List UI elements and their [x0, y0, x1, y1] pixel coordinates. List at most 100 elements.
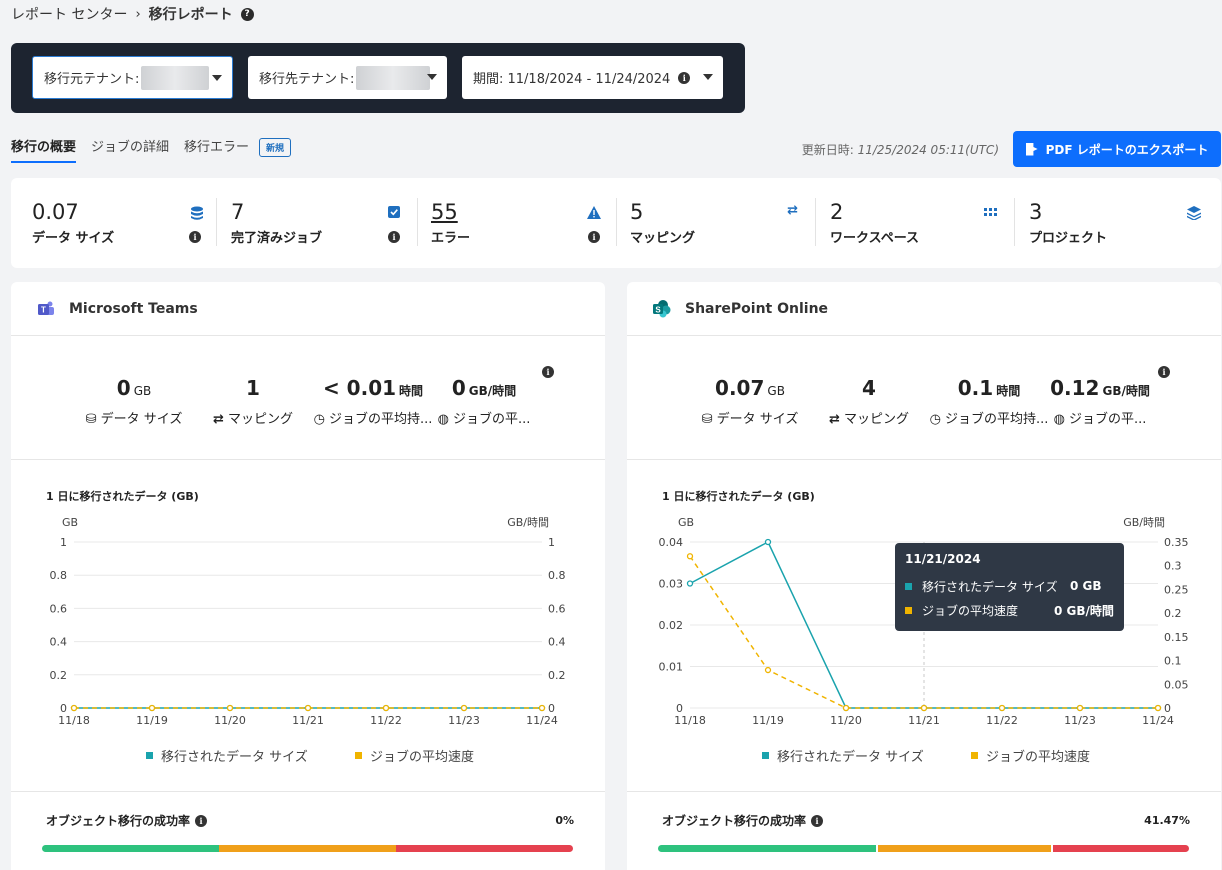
chart-legend-item[interactable]: 移行されたデータ サイズ	[762, 746, 924, 765]
arrows-icon: ⇄	[213, 412, 224, 427]
filter-bar: 移行元テナント: 移行先テナント: 期間: 11/18/2024 - 11/24…	[11, 43, 745, 113]
teams-logo-icon: T	[38, 301, 54, 315]
success-rate: オブジェクト移行の成功率 i 41.47%	[627, 792, 1221, 862]
arrows-icon: ⇄	[787, 203, 798, 218]
svg-text:T: T	[41, 305, 46, 314]
stat-value: 3	[1029, 200, 1043, 224]
arrows-icon: ⇄	[829, 412, 840, 427]
kpi-value: 1	[246, 376, 260, 400]
stat-completed-jobs: 7 完了済みジョブ i	[231, 199, 403, 247]
data-point	[304, 704, 312, 712]
info-icon[interactable]: i	[189, 231, 201, 243]
kpi-value: 4	[862, 376, 876, 400]
kpi-label: データ サイズ	[100, 412, 183, 427]
tab-job-details[interactable]: ジョブの詳細	[91, 140, 170, 155]
x-tick-label: 11/18	[58, 714, 90, 727]
data-point	[764, 538, 772, 546]
data-point	[686, 580, 694, 587]
kpi-label: ジョブの平...	[1068, 412, 1147, 427]
info-icon[interactable]: i	[811, 814, 824, 827]
stat-data-size: 0.07 データ サイズ i	[32, 199, 204, 247]
y2-tick-label: 0.35	[1164, 536, 1189, 549]
kpi-label: マッピング	[227, 412, 293, 427]
info-icon[interactable]: i	[195, 814, 208, 827]
kpi-data-size: 0 GB ⛁ データ サイズ	[74, 376, 194, 427]
source-tenant-dropdown[interactable]: 移行元テナント:	[32, 56, 233, 99]
divider	[815, 198, 816, 246]
tooltip-row: 移行されたデータ サイズ 0 GB	[905, 574, 1114, 598]
chart-title: 1 日に移行されたデータ (GB)	[662, 490, 815, 503]
help-icon[interactable]: ?	[240, 7, 254, 21]
database-icon	[191, 206, 203, 220]
y-tick-label: 0	[676, 702, 683, 715]
divider	[616, 198, 617, 246]
kpi-avg-duration: < 0.01 時間 ◷ ジョブの平均持...	[313, 376, 433, 427]
tab-overview[interactable]: 移行の概要	[11, 136, 77, 163]
y2-axis-unit: GB/時間	[507, 516, 549, 529]
y2-tick-label: 0.2	[1164, 607, 1182, 620]
chart-container: 1 日に移行されたデータ (GB) GB GB/時間 0 0.01 0.02 0.03 0.…	[627, 460, 1221, 792]
y-tick-label: 0	[60, 702, 67, 715]
bar-segment-warning	[218, 845, 397, 852]
divider	[417, 198, 418, 246]
kpi-unit: 時間	[399, 384, 424, 398]
y2-axis-unit: GB/時間	[1123, 516, 1165, 529]
chart-legend-item[interactable]: 移行されたデータ サイズ	[146, 746, 308, 765]
success-rate-value: 0%	[555, 814, 574, 827]
destination-tenant-value	[356, 65, 431, 90]
legend-swatch	[905, 606, 912, 614]
bar-segment-success	[42, 845, 219, 852]
stat-label: ワークスペース	[830, 231, 920, 246]
kpi-label: マッピング	[843, 412, 909, 427]
chart-legend-item[interactable]: ジョブの平均速度	[355, 746, 474, 765]
x-tick-label: 11/19	[752, 714, 784, 727]
chart-tooltip: 11/21/2024 移行されたデータ サイズ 0 GB ジョブの平均速度 0 …	[895, 543, 1124, 631]
kpi-avg-speed: 0.12 GB/時間 ◍ ジョブの平...	[1040, 376, 1160, 427]
info-icon[interactable]: i	[678, 71, 691, 84]
kpi-mappings: 1 ⇄ マッピング	[193, 376, 313, 427]
panel-title: SharePoint Online	[685, 300, 829, 317]
chart-legend-item[interactable]: ジョブの平均速度	[971, 746, 1090, 765]
destination-tenant-dropdown[interactable]: 移行先テナント:	[248, 56, 447, 99]
y-tick-label: 1	[60, 536, 67, 549]
y-tick-label: 0.02	[659, 619, 684, 632]
stat-errors: 55 エラー i	[431, 199, 603, 247]
export-pdf-button[interactable]: PDF レポートのエクスポート	[1013, 131, 1221, 167]
y2-tick-label: 0.05	[1164, 678, 1189, 691]
info-icon[interactable]: i	[542, 366, 554, 378]
stat-value-link[interactable]: 55	[431, 200, 458, 224]
export-pdf-label: PDF レポートのエクスポート	[1045, 142, 1209, 157]
database-icon: ⛁	[701, 412, 713, 427]
legend-label: 移行されたデータ サイズ	[161, 750, 308, 765]
tooltip-series-value: 0 GB	[1070, 579, 1102, 593]
destination-tenant-label: 移行先テナント:	[259, 72, 355, 87]
y2-tick-label: 0.1	[1164, 655, 1182, 668]
legend-swatch	[355, 752, 362, 759]
sharepoint-panel: S SharePoint Online 0.07 GB ⛁ データ サイズ 4 ⇄ マ…	[627, 282, 1221, 870]
kpi-value: 0	[451, 376, 466, 400]
y-tick-label: 0.01	[659, 661, 684, 674]
y2-tick-label: 1	[548, 536, 555, 549]
stat-label: マッピング	[630, 231, 696, 246]
updated-value: 11/25/2024 05:11(UTC)	[857, 143, 999, 157]
y2-tick-label: 0.8	[548, 569, 566, 582]
chevron-down-icon	[212, 75, 222, 81]
legend-label: 移行されたデータ サイズ	[777, 750, 924, 765]
layers-icon	[1187, 206, 1201, 220]
kpi-unit: GB/時間	[1102, 384, 1150, 398]
y-tick-label: 0.2	[50, 669, 68, 682]
info-icon[interactable]: i	[588, 231, 600, 243]
kpi-label: ジョブの平...	[452, 412, 531, 427]
breadcrumb-root[interactable]: レポート センター	[11, 7, 128, 23]
tab-errors[interactable]: 移行エラー	[184, 140, 250, 155]
info-icon[interactable]: i	[1158, 366, 1170, 378]
period-dropdown[interactable]: 期間: 11/18/2024 - 11/24/2024 i	[462, 56, 723, 99]
tooltip-series-value: 0 GB/時間	[1054, 603, 1114, 618]
info-icon[interactable]: i	[388, 231, 400, 243]
kpi-avg-speed: 0 GB/時間 ◍ ジョブの平...	[424, 376, 544, 427]
y-tick-label: 0.6	[50, 602, 68, 615]
gauge-icon: ◍	[437, 412, 449, 427]
period-label: 期間: 11/18/2024 - 11/24/2024	[473, 72, 671, 87]
legend-swatch	[905, 582, 912, 590]
legend-label: ジョブの平均速度	[986, 750, 1091, 765]
